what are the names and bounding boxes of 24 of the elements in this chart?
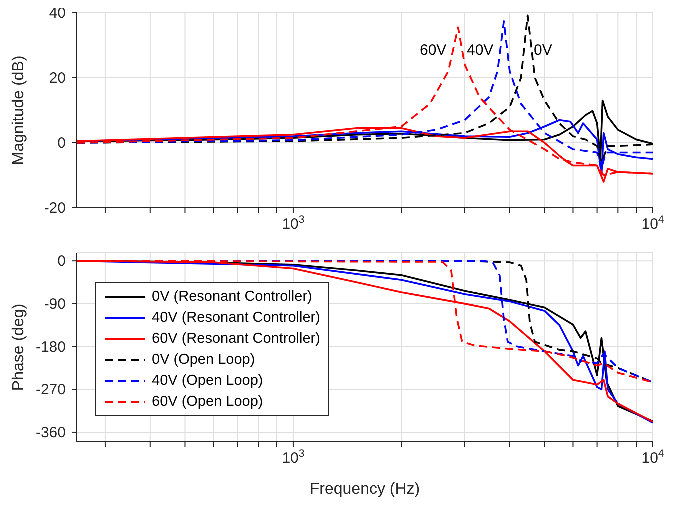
- x-tick-label: 10$^{4}$: [642, 214, 664, 233]
- legend-label: 0V (Open Loop): [152, 352, 256, 368]
- legend-label: 40V (Resonant Controller): [152, 310, 320, 326]
- x-axis-title: Frequency (Hz): [310, 481, 420, 498]
- y-tick-label: 0: [58, 135, 66, 152]
- legend-label: 0V (Resonant Controller): [152, 288, 312, 304]
- x-tick-label: 10$^{4}$: [642, 448, 664, 467]
- y-tick-label: -20: [44, 200, 66, 217]
- y-tick-label: -360: [36, 424, 66, 442]
- annotation: 40V: [467, 42, 494, 59]
- annotation: 60V: [420, 42, 447, 59]
- x-tick-label: 10$^{3}$: [282, 214, 305, 233]
- legend-label: 60V (Open Loop): [152, 394, 264, 410]
- y-tick-label: -90: [44, 296, 66, 313]
- legend-label: 60V (Resonant Controller): [152, 330, 320, 346]
- x-tick-label: 10$^{3}$: [282, 448, 305, 467]
- y-tick-label: 0: [58, 253, 66, 270]
- y-axis-title: Phase (deg): [10, 304, 28, 392]
- y-tick-label: -180: [36, 338, 66, 356]
- annotation: 0V: [534, 42, 552, 59]
- legend-label: 40V (Open Loop): [152, 372, 264, 388]
- y-tick-label: -270: [36, 382, 66, 399]
- y-tick-label: 20: [49, 70, 66, 87]
- y-axis-title: Magnitude (dB): [10, 56, 28, 166]
